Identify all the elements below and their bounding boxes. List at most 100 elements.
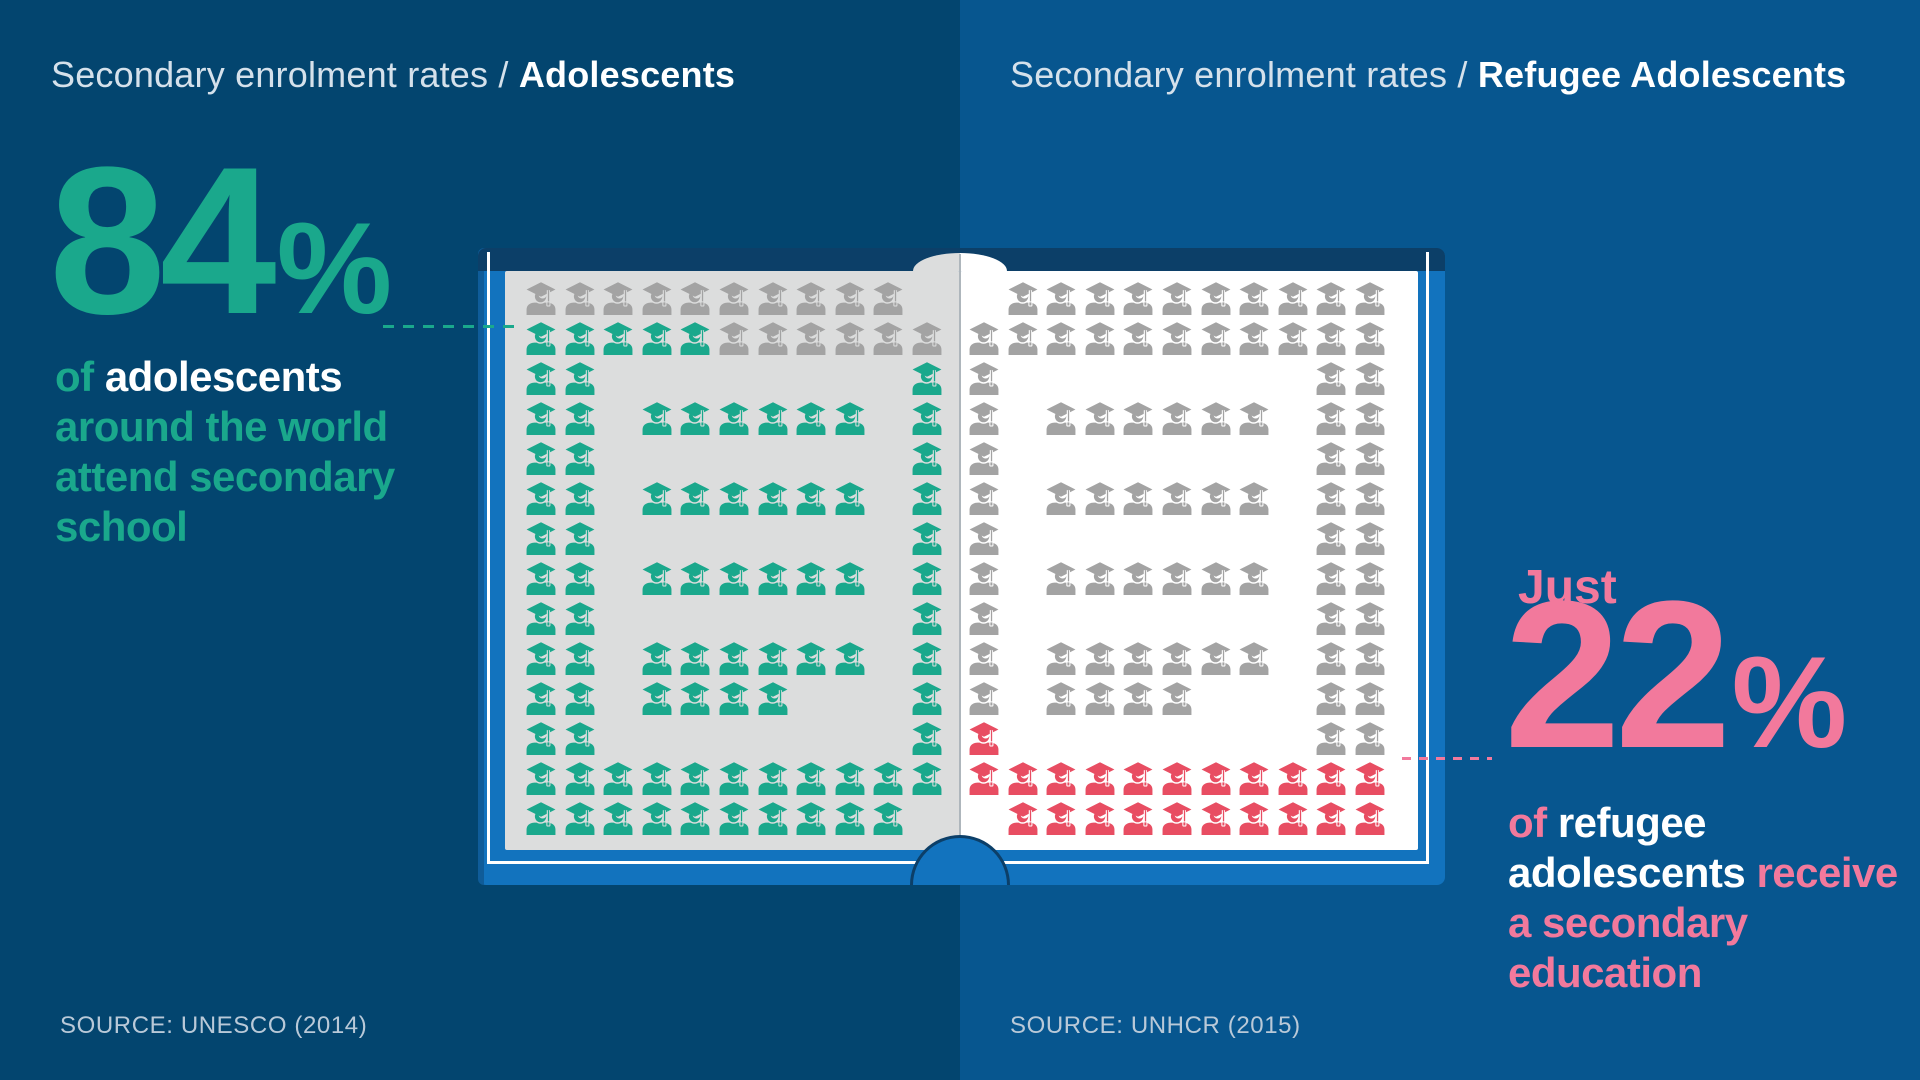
graduate-icon [796, 282, 826, 315]
pictograph-unit [794, 801, 828, 835]
pictograph-unit [1006, 801, 1040, 835]
book-cover-left-edge [478, 248, 484, 885]
graduate-icon [565, 482, 595, 515]
pictograph-unit [967, 681, 1001, 715]
graduate-icon [1355, 362, 1385, 395]
graduate-icon [1162, 762, 1192, 795]
graduate-icon [603, 282, 633, 315]
graduate-icon [1355, 282, 1385, 315]
graduate-icon [1239, 762, 1269, 795]
pictograph-unit [678, 801, 712, 835]
graduate-icon [603, 802, 633, 835]
pictograph-unit [1121, 561, 1155, 595]
pictograph-unit [833, 561, 867, 595]
graduate-icon [969, 562, 999, 595]
graduate-icon [873, 762, 903, 795]
pictograph-unit [1314, 761, 1348, 795]
left-stat-percent-sign: % [276, 195, 393, 341]
pictograph-unit [1121, 681, 1155, 715]
graduate-icon [1046, 402, 1076, 435]
pictograph-unit [1314, 561, 1348, 595]
pictograph-unit [794, 481, 828, 515]
graduate-icon [1355, 602, 1385, 635]
left-stat-number: 84% [49, 136, 392, 346]
pictograph-unit [524, 681, 558, 715]
pictograph-unit [1199, 761, 1233, 795]
pictograph-unit [524, 401, 558, 435]
graduate-icon [642, 322, 672, 355]
pictograph-unit [563, 681, 597, 715]
graduate-icon [1046, 682, 1076, 715]
right-desc-line-3: a secondary [1508, 899, 1748, 946]
pictograph-unit [1353, 401, 1387, 435]
graduate-icon [1239, 282, 1269, 315]
pictograph-unit [794, 561, 828, 595]
pictograph-unit [1044, 681, 1078, 715]
teal-leader-dashed-line [383, 325, 520, 328]
pictograph-unit [1199, 481, 1233, 515]
pictograph-unit [524, 641, 558, 675]
pictograph-unit [1199, 281, 1233, 315]
graduate-icon [758, 562, 788, 595]
pictograph-unit [678, 641, 712, 675]
pictograph-unit [910, 361, 944, 395]
graduate-icon [526, 722, 556, 755]
left-title-emphasis: Adolescents [518, 54, 736, 95]
pink-leader-dashed-line [1402, 757, 1492, 760]
graduate-icon [1046, 562, 1076, 595]
pictograph-unit [563, 761, 597, 795]
pictograph-unit [910, 521, 944, 555]
graduate-icon [642, 682, 672, 715]
graduate-icon [1316, 522, 1346, 555]
graduate-icon [565, 442, 595, 475]
graduate-icon [565, 802, 595, 835]
pictograph-unit [794, 281, 828, 315]
left-stat-description: of adolescents around the world attend s… [55, 352, 395, 552]
pictograph-unit [1353, 281, 1387, 315]
pictograph-unit [967, 601, 1001, 635]
pictograph-unit [1160, 801, 1194, 835]
pictograph-unit [871, 761, 905, 795]
pictograph-unit [1044, 641, 1078, 675]
pictograph-unit [640, 281, 674, 315]
graduate-icon [680, 282, 710, 315]
pictograph-unit [717, 561, 751, 595]
graduate-icon [1316, 442, 1346, 475]
graduate-icon [719, 322, 749, 355]
pictograph-unit [1006, 321, 1040, 355]
right-stat-value: 22 [1504, 557, 1732, 792]
right-desc-accent-2: receive [1745, 849, 1898, 896]
pictograph-unit [1353, 521, 1387, 555]
graduate-icon [1046, 642, 1076, 675]
pictograph-unit [1276, 801, 1310, 835]
graduate-icon [1085, 802, 1115, 835]
graduate-icon [1123, 682, 1153, 715]
graduate-icon [1201, 402, 1231, 435]
pictograph-unit [524, 481, 558, 515]
graduate-icon [565, 722, 595, 755]
left-title: Secondary enrolment rates / Adolescents [51, 54, 735, 96]
pictograph-unit [871, 321, 905, 355]
pictograph-unit [1314, 361, 1348, 395]
graduate-icon [796, 402, 826, 435]
pictograph-unit [1083, 641, 1117, 675]
pictograph-unit [1006, 281, 1040, 315]
graduate-icon [1008, 762, 1038, 795]
graduate-icon [642, 482, 672, 515]
graduate-icon [680, 762, 710, 795]
right-stat-percent-sign: % [1731, 629, 1848, 775]
graduate-icon [758, 642, 788, 675]
graduate-icon [758, 762, 788, 795]
graduate-icon [835, 562, 865, 595]
pictograph-unit [1314, 601, 1348, 635]
pictograph-unit [1083, 761, 1117, 795]
pictograph-unit [967, 321, 1001, 355]
graduate-icon [1355, 642, 1385, 675]
pictograph-unit [967, 641, 1001, 675]
pictograph-unit [1121, 761, 1155, 795]
pictograph-unit [1237, 801, 1271, 835]
pictograph-unit [524, 721, 558, 755]
graduate-icon [526, 362, 556, 395]
graduate-icon [1316, 682, 1346, 715]
pictograph-unit [967, 521, 1001, 555]
